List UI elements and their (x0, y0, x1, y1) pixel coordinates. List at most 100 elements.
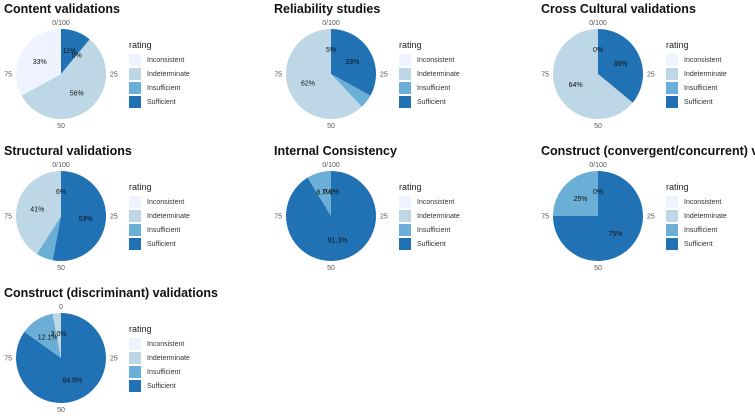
legend-swatch (129, 196, 141, 208)
slice-label-inconsistent: 33% (33, 59, 47, 66)
tick-label-50: 50 (327, 123, 335, 130)
slice-label-indeterminate: 0% (593, 189, 603, 196)
legend-swatch (666, 68, 678, 80)
legend-item: Insufficient (666, 223, 755, 237)
legend-title: rating (129, 182, 152, 192)
legend-swatch (399, 82, 411, 94)
slice-label-sufficient: 36% (613, 61, 627, 68)
legend-item: Sufficient (666, 95, 755, 109)
legend-item: Inconsistent (399, 195, 517, 209)
legend-swatch (399, 68, 411, 80)
chart-title: Internal Consistency (274, 144, 397, 158)
legend-swatch (129, 366, 141, 378)
tick-label-25: 25 (647, 72, 655, 79)
legend-swatch (399, 196, 411, 208)
pie-slice-indeterminate (16, 171, 61, 254)
legend-item: Insufficient (129, 81, 247, 95)
chart-title: Construct (convergent/concurrent) val. (541, 144, 755, 158)
legend-swatch (129, 338, 141, 350)
slice-label-sufficient: 33% (345, 59, 359, 66)
pie-chart: 0/100 25 50 75 36% 64% 0% (541, 20, 655, 130)
legend-item: Inconsistent (129, 53, 247, 67)
tick-label-25: 25 (647, 214, 655, 221)
legend-swatch (399, 238, 411, 250)
legend-title: rating (129, 324, 152, 334)
chart-title: Content validations (4, 2, 120, 16)
legend: rating Inconsistent Indeterminate Insuffici… (666, 182, 755, 251)
legend-label: Sufficient (147, 382, 176, 390)
tick-label-50: 50 (57, 407, 65, 414)
legend-title: rating (666, 40, 689, 50)
tick-label-50: 50 (594, 265, 602, 272)
legend-label: Insufficient (417, 226, 451, 234)
pie-chart: 0/100 25 50 75 11%0% 56% 33% (4, 20, 118, 130)
slice-label-sufficient: 84.8% (62, 378, 82, 385)
legend-label: Sufficient (684, 240, 713, 248)
legend-swatch (129, 96, 141, 108)
pie-slice-sufficient (331, 29, 376, 96)
legend-swatch (666, 82, 678, 94)
legend-label: Inconsistent (147, 198, 185, 206)
legend-label: Insufficient (147, 84, 181, 92)
legend-label: Indeterminate (147, 70, 190, 78)
tick-label-75: 75 (541, 214, 549, 221)
tick-label-25: 25 (380, 72, 388, 79)
legend-title: rating (399, 40, 422, 50)
legend-item: Sufficient (129, 237, 247, 251)
legend-label: Insufficient (147, 368, 181, 376)
slice-label-insufficient: 12.1% (38, 335, 58, 342)
legend: rating Inconsistent Indeterminate Insuffici… (129, 40, 247, 109)
legend-label: Indeterminate (417, 212, 460, 220)
legend-swatch (129, 238, 141, 250)
legend-label: Insufficient (417, 84, 451, 92)
legend-item: Indeterminate (129, 351, 247, 365)
panel-construct-discriminant: Construct (discriminant) validations 0 25… (0, 284, 250, 419)
legend-swatch (666, 196, 678, 208)
legend-label: Inconsistent (417, 198, 455, 206)
slice-label-indeterminate: 56% (70, 91, 84, 98)
slice-label-inconsistent: 6% (56, 189, 66, 196)
panel-content-validations: Content validations 0/100 25 50 75 11% 0% 56% 3… (0, 0, 250, 135)
legend-item: Indeterminate (666, 67, 755, 81)
pie-chart: 0 25 50 75 84.8% 12.1%3.0% (4, 304, 118, 414)
legend-item: Indeterminate (666, 209, 755, 223)
legend-item: Inconsistent (129, 195, 247, 209)
legend-title: rating (129, 40, 152, 50)
panel-internal-consistency: Internal Consistency 0/100 25 50 75 91.3% 8.7… (270, 142, 520, 277)
tick-label-0: 0/100 (322, 162, 340, 169)
chart-title: Construct (discriminant) validations (4, 286, 218, 300)
legend-swatch (399, 54, 411, 66)
legend-label: Indeterminate (417, 70, 460, 78)
legend-item: Inconsistent (666, 53, 755, 67)
pie-slice-insufficient (307, 171, 331, 216)
legend-swatch (666, 54, 678, 66)
tick-label-0: 0 (59, 304, 63, 311)
legend-swatch (399, 224, 411, 236)
chart-title: Reliability studies (274, 2, 381, 16)
legend-item: Sufficient (129, 379, 247, 393)
pie-slice-indeterminate (285, 28, 362, 120)
pie-chart: 0/100 25 50 75 75% 25% 0% (541, 162, 655, 272)
legend-item: Sufficient (666, 237, 755, 251)
tick-label-0: 0/100 (322, 20, 340, 27)
slice-label-insufficient: 8.7% (316, 190, 332, 197)
legend-label: Inconsistent (417, 56, 455, 64)
legend-item: Indeterminate (129, 209, 247, 223)
legend-label: Sufficient (147, 98, 176, 106)
legend-swatch (129, 54, 141, 66)
slice-label-indeterminate: 0.0% (323, 189, 339, 196)
legend-swatch (129, 352, 141, 364)
legend-label: Inconsistent (684, 198, 722, 206)
pie-slice-sufficient (286, 171, 377, 261)
legend-label: Insufficient (684, 84, 718, 92)
legend-label: Insufficient (684, 226, 718, 234)
pie-slice-indeterminate (21, 39, 107, 120)
legend-label: Inconsistent (147, 56, 185, 64)
legend-swatch (129, 380, 141, 392)
tick-label-0: 0/100 (52, 162, 70, 169)
legend: rating Inconsistent Indeterminate Insuffici… (666, 40, 755, 109)
panel-cross-cultural-validations: Cross Cultural validations 0/100 25 50 75 36… (537, 0, 755, 135)
pie-chart: 0/100 25 50 75 53% 41% 6% (4, 162, 118, 272)
legend-item: Sufficient (129, 95, 247, 109)
pie-slice-sufficient (15, 313, 106, 403)
